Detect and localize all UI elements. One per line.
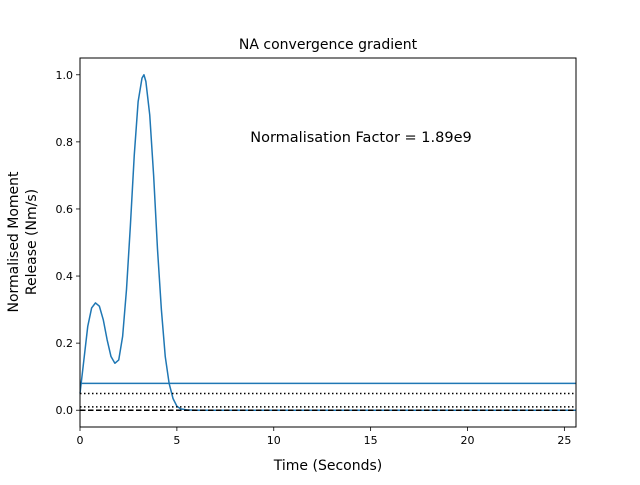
x-tick-label: 5 bbox=[173, 434, 180, 447]
chart-title: NA convergence gradient bbox=[239, 37, 418, 53]
y-tick-label: 0.6 bbox=[56, 203, 74, 216]
plot-frame bbox=[79, 57, 577, 428]
y-tick-label: 0.0 bbox=[56, 404, 74, 417]
y-axis-label: Normalised Moment Release (Nm/s) bbox=[6, 171, 40, 313]
y-tick-label: 1.0 bbox=[56, 69, 74, 82]
x-axis-label: Time (Seconds) bbox=[273, 458, 382, 474]
x-tick-label: 15 bbox=[364, 434, 378, 447]
x-tick-label: 25 bbox=[557, 434, 571, 447]
y-tick-label: 0.8 bbox=[56, 136, 74, 149]
y-tick-label: 0.4 bbox=[56, 270, 74, 283]
x-tick-label: 20 bbox=[461, 434, 475, 447]
normalisation-annotation: Normalisation Factor = 1.89e9 bbox=[250, 130, 472, 146]
y-tick-label: 0.2 bbox=[56, 337, 74, 350]
y-axis: 0.0 0.2 0.4 0.6 0.8 1.0 bbox=[56, 69, 80, 417]
y-axis-label-line-2: Release (Nm/s) bbox=[24, 189, 40, 295]
data-layer bbox=[79, 74, 576, 411]
y-axis-label-line-1: Normalised Moment bbox=[6, 171, 22, 313]
x-tick-label: 0 bbox=[77, 434, 84, 447]
x-axis: 0 5 10 15 20 25 bbox=[77, 427, 571, 447]
x-tick-label: 10 bbox=[267, 434, 281, 447]
series-line-0 bbox=[79, 74, 576, 411]
